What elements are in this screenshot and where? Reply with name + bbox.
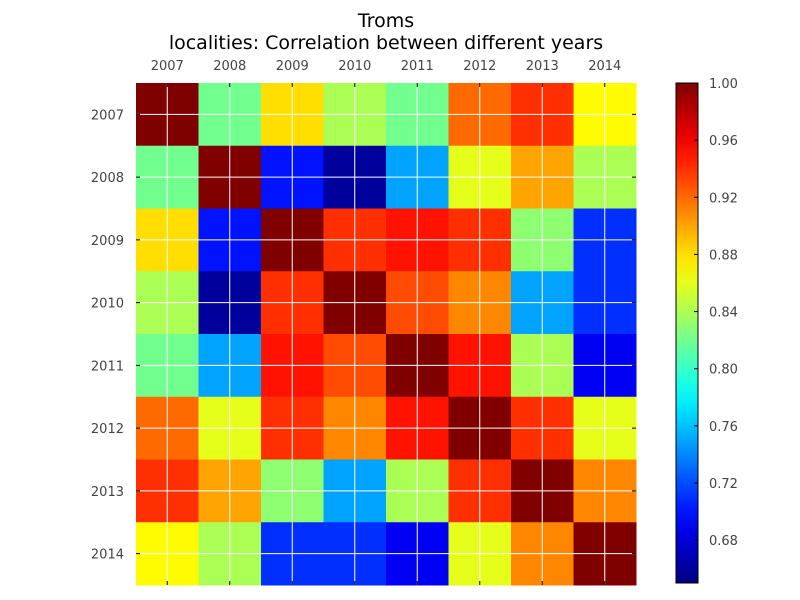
y-tick-label: 2007	[91, 108, 124, 123]
y-tick-label: 2009	[91, 234, 124, 249]
colorbar-tick-label: 0.68	[709, 534, 738, 549]
colorbar: 1.00 0.96 0.92 0.88 0.84 0.80 0.76 0.72 0.68	[675, 77, 738, 584]
chart-subtitle: localities: Correlation between differen…	[168, 32, 604, 54]
x-tick-label: 2011	[401, 59, 434, 74]
y-tick-label: 2012	[91, 422, 124, 437]
y-tick-label: 2011	[91, 359, 124, 374]
colorbar-tick-label: 0.72	[709, 477, 738, 492]
y-tick-label: 2013	[91, 485, 124, 500]
x-tick-label: 2010	[338, 59, 371, 74]
colorbar-tick-label: 0.84	[709, 306, 738, 321]
colorbar-tick-label: 0.96	[709, 134, 738, 149]
colorbar-bar	[675, 82, 699, 584]
heatmap-cells	[136, 83, 637, 586]
grid-lines	[136, 83, 636, 585]
axis-ticks: 2007 2008 2009 2010 2011 2012 2013 2014 2007 2008…	[91, 59, 636, 585]
y-tick-label: 2008	[91, 171, 124, 186]
chart-title-block: Troms localities: Correlation between di…	[0, 10, 772, 54]
x-tick-label: 2014	[588, 59, 621, 74]
x-tick-label: 2009	[276, 59, 309, 74]
colorbar-tick-label: 0.92	[709, 191, 738, 206]
x-tick-label: 2012	[463, 59, 496, 74]
colorbar-tick-label: 0.76	[709, 420, 738, 435]
colorbar-tick-label: 0.88	[709, 248, 738, 263]
x-tick-label: 2007	[151, 59, 184, 74]
y-tick-label: 2010	[91, 297, 124, 312]
colorbar-tick-label: 0.80	[709, 363, 738, 378]
colorbar-tick-label: 1.00	[709, 77, 738, 92]
x-tick-label: 2008	[213, 59, 246, 74]
chart-title: Troms	[357, 10, 415, 32]
y-tick-label: 2014	[91, 548, 124, 563]
x-tick-label: 2013	[526, 59, 559, 74]
